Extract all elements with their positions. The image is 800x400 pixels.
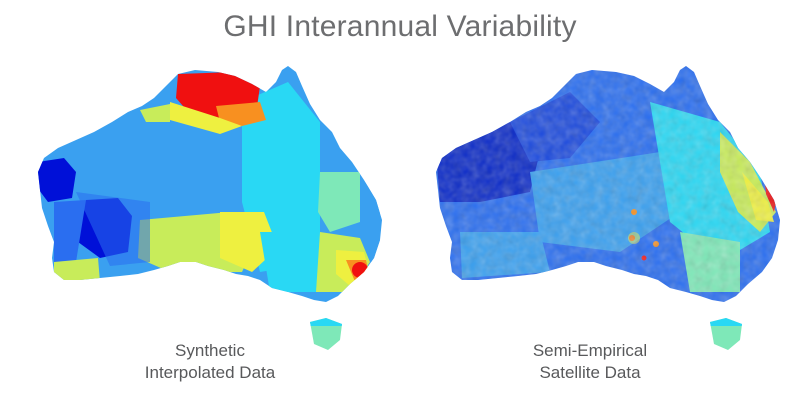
satellite-caption-line2: Satellite Data <box>539 363 641 382</box>
synthetic-caption-line2: Interpolated Data <box>144 363 276 382</box>
synthetic-interpolated-map <box>38 66 382 350</box>
satellite-tasmania <box>710 318 742 350</box>
satellite-caption: Semi-Empirical Satellite Data <box>480 340 700 384</box>
synthetic-caption: Synthetic Interpolated Data <box>100 340 320 384</box>
semi-empirical-satellite-map <box>436 66 780 350</box>
synthetic-caption-line1: Synthetic <box>175 341 245 360</box>
satellite-caption-line1: Semi-Empirical <box>532 341 648 360</box>
page-title: GHI Interannual Variability <box>223 10 577 43</box>
satellite-mainland <box>436 66 780 302</box>
interpolated-mainland <box>38 66 382 302</box>
